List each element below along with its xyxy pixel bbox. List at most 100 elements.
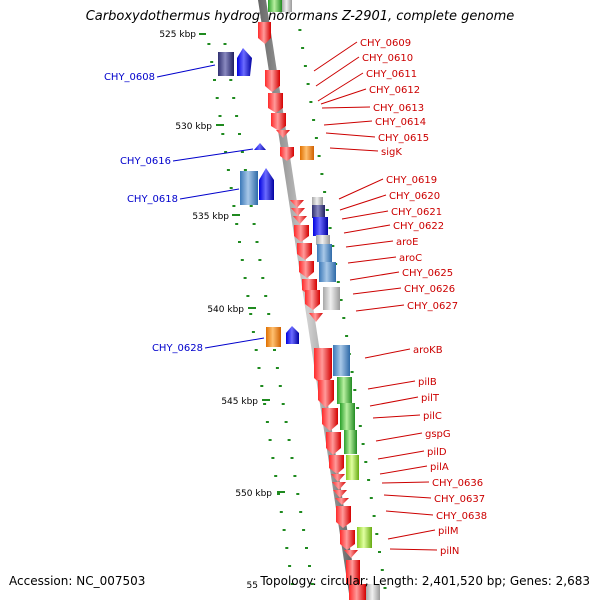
gene-arrow[interactable] [316,235,330,245]
gene-arrow[interactable] [332,482,346,490]
gene-label[interactable]: CHY_0618 [127,194,178,205]
gene-label[interactable]: CHY_0628 [152,343,203,354]
gene-arrow[interactable] [218,52,234,76]
gene-arrow[interactable] [237,48,252,76]
position-tick [378,551,381,553]
gene-label[interactable]: CHY_0608 [104,72,155,83]
gene-arrow[interactable] [312,205,325,218]
gene-label[interactable]: CHY_0625 [402,268,453,279]
gene-arrow[interactable] [335,498,349,505]
position-tick [339,299,343,301]
gene-arrow[interactable] [346,455,359,480]
gene-arrow[interactable] [266,327,281,347]
gene-arrow[interactable] [258,22,271,44]
gene-arrow[interactable] [366,584,380,600]
gene-label[interactable]: CHY_0620 [389,191,440,202]
gene-label[interactable]: gspG [425,429,451,440]
gene-arrow[interactable] [326,432,341,455]
gene-arrow[interactable] [268,93,283,113]
gene-label[interactable]: CHY_0615 [378,133,429,144]
gene-label[interactable]: aroC [399,253,422,264]
gene-arrow[interactable] [280,147,294,161]
gene-arrow[interactable] [313,217,328,236]
gene-arrow[interactable] [291,208,305,216]
gene-arrow[interactable] [314,348,332,386]
gene-arrow[interactable] [294,225,309,242]
gene-arrow[interactable] [317,244,332,262]
gene-label[interactable]: CHY_0616 [120,156,171,167]
gene-arrow[interactable] [268,0,282,12]
position-tick [277,493,280,495]
position-tick [290,457,294,459]
position-tick [285,547,289,549]
gene-leader-line [367,380,416,390]
gene-label[interactable]: CHY_0613 [373,103,424,114]
gene-arrow[interactable] [305,290,320,310]
gene-arrow[interactable] [344,550,358,558]
gene-label[interactable]: CHY_0638 [436,511,487,522]
gene-label[interactable]: CHY_0621 [391,207,442,218]
gene-label[interactable]: CHY_0611 [366,69,417,80]
gene-label[interactable]: pilA [430,462,449,473]
gene-arrow[interactable] [265,70,280,92]
kbp-marker: 525 kbp [159,30,206,40]
gene-arrow[interactable] [286,326,299,344]
gene-leader-line [377,450,425,460]
gene-arrow[interactable] [357,527,372,548]
gene-arrow[interactable] [259,168,274,200]
gene-arrow[interactable] [340,530,355,550]
gene-arrow[interactable] [254,143,266,150]
gene-leader-line [179,188,240,200]
gene-label[interactable]: pilM [438,526,459,537]
gene-arrow[interactable] [349,584,366,600]
kbp-marker: 540 kbp [207,305,256,315]
gene-label[interactable]: CHY_0622 [393,221,444,232]
gene-arrow[interactable] [290,200,304,208]
gene-label[interactable]: aroKB [413,345,443,356]
gene-label[interactable]: aroE [396,237,418,248]
gene-arrow[interactable] [297,243,312,260]
gene-arrow[interactable] [333,345,350,376]
gene-label[interactable]: pilN [440,546,459,557]
gene-arrow[interactable] [276,130,290,138]
gene-arrow[interactable] [318,380,334,408]
gene-arrow[interactable] [271,113,286,131]
gene-arrow[interactable] [282,0,292,12]
position-tick [336,281,340,283]
gene-label[interactable]: CHY_0609 [360,38,411,49]
gene-arrow[interactable] [336,506,351,528]
position-tick [383,587,387,589]
gene-label[interactable]: sigK [381,147,402,158]
gene-label[interactable]: CHY_0626 [404,284,455,295]
gene-arrow[interactable] [329,455,344,474]
gene-arrow[interactable] [322,408,338,431]
gene-arrow[interactable] [344,430,357,454]
gene-label[interactable]: CHY_0619 [386,175,437,186]
gene-label[interactable]: pilC [423,411,442,422]
gene-label[interactable]: CHY_0612 [369,85,420,96]
gene-label[interactable]: pilD [427,447,447,458]
gene-arrow[interactable] [323,287,340,310]
gene-arrow[interactable] [340,403,355,430]
gene-label[interactable]: pilT [421,393,440,404]
gene-label[interactable]: CHY_0637 [434,494,485,505]
gene-arrow[interactable] [331,474,345,482]
gene-label[interactable]: pilB [418,377,437,388]
gene-arrow[interactable] [346,560,360,584]
gene-label[interactable]: CHY_0636 [432,478,483,489]
gene-arrow[interactable] [309,313,323,322]
gene-arrow[interactable] [300,146,314,160]
gene-label[interactable]: CHY_0627 [407,301,458,312]
gene-arrow[interactable] [240,171,258,205]
gene-label[interactable]: CHY_0610 [362,53,413,64]
gene-leader-line [320,88,367,105]
gene-leader-line [389,548,438,551]
gene-arrow[interactable] [293,216,307,224]
gene-arrow[interactable] [333,490,347,498]
gene-arrow[interactable] [337,377,352,404]
gene-arrow[interactable] [299,261,314,278]
position-tick [249,313,253,315]
gene-label[interactable]: CHY_0614 [375,117,426,128]
gene-arrow[interactable] [319,262,336,282]
